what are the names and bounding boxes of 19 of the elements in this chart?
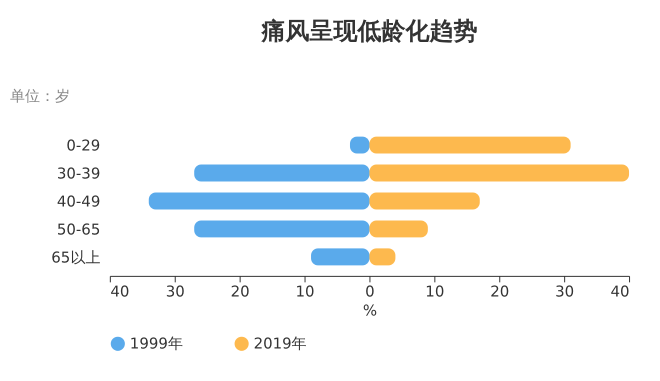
y-tick-label: 0-29	[66, 136, 100, 155]
x-tick-label: 10	[425, 282, 444, 300]
x-tick-label: 40	[610, 282, 630, 300]
x-tick-label: 0	[365, 282, 375, 300]
y-tick-label: 50-65	[56, 220, 100, 238]
legend-label: 2019年	[254, 334, 307, 353]
chart-title: 痛风呈现低龄化趋势	[260, 17, 478, 46]
y-tick-label: 40-49	[56, 192, 100, 210]
y-tick-label: 30-39	[56, 164, 100, 183]
x-tick-label: 30	[555, 282, 574, 300]
x-tick-label: 40	[110, 282, 130, 300]
text: 单位：岁	[10, 87, 70, 106]
x-tick-label: 30	[166, 282, 185, 300]
x-tick-label: 20	[230, 282, 250, 300]
legend-label: 1999年	[130, 334, 183, 353]
x-tick-label: 10	[296, 282, 315, 300]
x-axis-title: %	[362, 301, 378, 320]
x-tick-label: 20	[490, 282, 510, 300]
y-tick-label: 65以上	[51, 248, 100, 266]
